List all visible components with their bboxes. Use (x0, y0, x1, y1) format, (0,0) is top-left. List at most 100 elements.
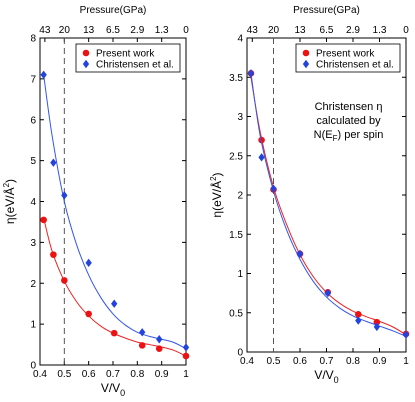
present-work-point (373, 318, 381, 326)
legend-christensen-marker (302, 59, 310, 69)
present-work-point (138, 342, 146, 349)
top-axis-title: Pressure(GPa) (293, 5, 360, 16)
christensen-point (182, 343, 190, 352)
annotation-line1: Christensen η (315, 101, 383, 113)
top-tick-label: 43 (39, 25, 51, 36)
x-tick-label: 0.7 (106, 369, 120, 380)
christensen-point (40, 70, 47, 79)
annotation-line3: N(EF) per spin (314, 129, 384, 143)
top-tick-label: 2.9 (130, 25, 144, 36)
x-tick-label: 1 (403, 356, 409, 367)
top-axis-title: Pressure(GPa) (80, 5, 147, 16)
y-tick-label: 3 (237, 112, 243, 123)
legend-christensen-marker (82, 59, 90, 69)
x-tick-label: 0.4 (240, 356, 254, 367)
top-tick-label: 6.5 (320, 25, 334, 36)
christensen-point (402, 330, 410, 339)
christensen-point (111, 299, 118, 308)
x-tick-label: 0.5 (267, 356, 281, 367)
y-tick-label: 7 (30, 74, 36, 85)
y-tick-label: 0 (30, 361, 36, 372)
present-work-point (110, 329, 118, 337)
legend-box (75, 43, 181, 73)
y-tick-label: 5 (30, 156, 36, 167)
y-tick-label: 8 (30, 34, 36, 45)
annotation-line2: calculated by (316, 115, 381, 127)
christensen-point (355, 316, 362, 325)
x-tick-label: 0.4 (33, 369, 47, 380)
christensen-point (247, 69, 255, 78)
y-tick-label: 3 (30, 238, 36, 249)
x-tick-label: 0.6 (82, 369, 96, 380)
legend-box (295, 43, 401, 73)
legend-present-work-marker (82, 49, 90, 57)
y-axis-label: η(eV/Å2) (2, 179, 17, 224)
left-chart-panel: 0.4 0.5 0.6 0.7 0.8 0.9 1 0 1 2 3 4 5 6 7 843 20 13 6.5 2.9… (2, 5, 190, 398)
legend-label: Christensen et al. (96, 60, 174, 71)
christensen-point (258, 153, 265, 162)
legend-label: Present work (316, 49, 375, 60)
x-tick-label: 0.8 (346, 356, 360, 367)
y-tick-label: 4 (30, 197, 36, 208)
top-tick-label: 20 (59, 25, 71, 36)
y-tick-label: 0 (237, 348, 243, 359)
christensen-point (50, 158, 57, 167)
top-tick-label: 2.9 (346, 25, 360, 36)
present-work-point (355, 311, 362, 318)
y-tick-label: 1 (30, 320, 36, 331)
present-work-point (85, 310, 92, 318)
series-christensen-curve (43, 74, 187, 350)
x-axis-label: V/V0 (101, 381, 125, 398)
x-tick-label: 0.9 (155, 369, 169, 380)
y-tick-label: 6 (30, 115, 36, 126)
top-tick-label: 13 (83, 25, 95, 36)
legend-label: Present work (96, 49, 155, 60)
y-tick-label: 2.5 (229, 151, 243, 162)
x-tick-label: 0.8 (130, 369, 144, 380)
plot-frame (246, 37, 407, 353)
christensen-point (139, 328, 146, 337)
present-work-point (40, 216, 47, 224)
y-tick-label: 2 (30, 279, 36, 290)
christensen-point (324, 288, 331, 298)
christensen-point (61, 191, 68, 200)
x-tick-label: 1 (183, 369, 189, 380)
top-tick-label: 13 (294, 25, 306, 36)
y-tick-label: 1.5 (229, 230, 243, 241)
x-tick-label: 0.5 (57, 369, 71, 380)
legend-present-work-marker (302, 49, 310, 57)
x-tick-label: 0.7 (320, 356, 334, 367)
present-work-point (155, 345, 163, 352)
y-tick-label: 3.5 (229, 73, 243, 84)
top-tick-label: 43 (247, 25, 259, 36)
y-tick-label: 1 (237, 269, 243, 280)
x-axis-label: V/V0 (314, 368, 338, 385)
christensen-point (296, 249, 304, 259)
christensen-point (156, 335, 163, 344)
top-tick-label: 20 (268, 25, 280, 36)
top-tick-label: 0 (403, 25, 409, 36)
top-tick-label: 1.3 (373, 25, 387, 36)
x-tick-label: 0.6 (293, 356, 307, 367)
right-chart-panel: 0.4 0.5 0.6 0.7 0.8 0.9 1 0 0.5 1 1.5 2 2.5 3 3.5 4 43 20… (209, 5, 410, 385)
top-tick-label: 0 (183, 25, 189, 36)
top-tick-label: 1.3 (155, 25, 169, 36)
plot-frame (39, 37, 187, 366)
christensen-point (85, 258, 92, 268)
y-tick-label: 0.5 (229, 308, 243, 319)
christensen-point (270, 184, 277, 193)
present-work-point (61, 277, 68, 284)
present-work-point (50, 251, 57, 258)
x-tick-label: 0.9 (373, 356, 387, 367)
present-work-point (258, 136, 265, 144)
top-tick-label: 6.5 (106, 25, 120, 36)
present-work-point (182, 352, 190, 360)
y-tick-label: 4 (237, 34, 243, 45)
y-tick-label: 2 (237, 191, 243, 202)
legend-label: Christensen et al. (316, 60, 394, 71)
y-axis-label: η(eV/Å2) (209, 172, 224, 217)
christensen-point (373, 322, 380, 332)
